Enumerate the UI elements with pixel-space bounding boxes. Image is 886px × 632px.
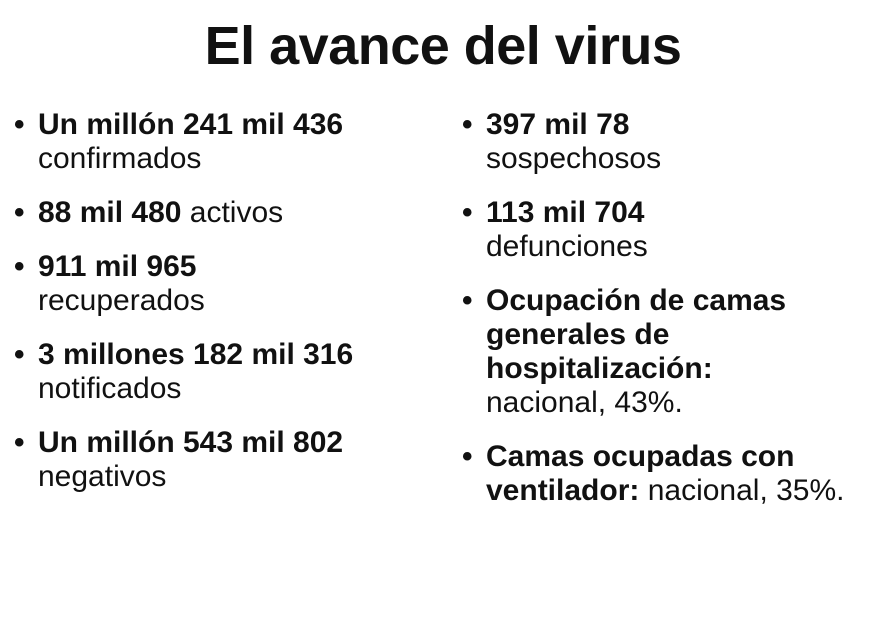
stat-label: sospechosos	[486, 142, 662, 175]
stat-value: Un millón 543 mil 802	[38, 426, 344, 459]
right-column: • 397 mil 78 sospechosos • 113 mil 704 d…	[462, 108, 877, 508]
stat-label: confirmados	[38, 142, 202, 175]
bullet-icon: •	[14, 426, 25, 459]
stat-label: activos	[181, 196, 284, 229]
bullet-icon: •	[462, 196, 473, 229]
list-item: • Camas ocupadas con ventilador: naciona…	[462, 440, 877, 508]
stat-value: 88 mil 480	[38, 196, 182, 229]
stat-label: notificados	[38, 372, 182, 405]
list-item: • 911 mil 965 recuperados	[14, 250, 444, 318]
list-item: • 113 mil 704 defunciones	[462, 196, 877, 264]
stat-value: 113 mil 704	[486, 196, 645, 229]
bullet-icon: •	[14, 108, 25, 141]
stat-value: 3 millones 182 mil 316	[38, 338, 354, 371]
list-item: • 88 mil 480 activos	[14, 196, 444, 230]
stat-label: negativos	[38, 460, 167, 493]
list-item: • Ocupación de camas generales de hospit…	[462, 284, 877, 420]
stat-label: nacional, 43%.	[486, 386, 683, 419]
bullet-icon: •	[14, 250, 25, 283]
stat-label: nacional, 35%.	[639, 474, 845, 507]
stat-value: Ocupación de camas generales de hospital…	[486, 284, 787, 385]
stat-label: defunciones	[486, 230, 648, 263]
stat-value: 911 mil 965	[38, 250, 197, 283]
bullet-icon: •	[14, 196, 25, 229]
stat-value: Camas ocupadas con ventilador:	[486, 440, 795, 507]
list-item: • Un millón 543 mil 802 negativos	[14, 426, 444, 494]
list-item: • 3 millones 182 mil 316 notificados	[14, 338, 444, 406]
stat-value: 397 mil 78	[486, 108, 630, 141]
left-column: • Un millón 241 mil 436 confirmados • 88…	[14, 108, 444, 494]
list-item: • 397 mil 78 sospechosos	[462, 108, 877, 176]
page-title: El avance del virus	[204, 16, 682, 76]
list-item: • Un millón 241 mil 436 confirmados	[14, 108, 444, 176]
bullet-icon: •	[462, 440, 473, 473]
bullet-icon: •	[462, 284, 473, 317]
bullet-icon: •	[462, 108, 473, 141]
bullet-icon: •	[14, 338, 25, 371]
stat-label: recuperados	[38, 284, 205, 317]
stat-value: Un millón 241 mil 436	[38, 108, 344, 141]
